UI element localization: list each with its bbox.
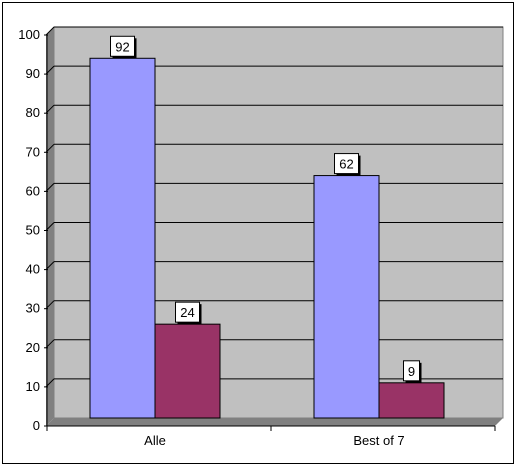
x-category-label-1: Best of 7 xyxy=(353,433,404,448)
data-label-1-1: 9 xyxy=(408,364,415,379)
y-tick-label: 50 xyxy=(26,223,40,238)
y-tick-label: 80 xyxy=(26,105,40,120)
y-tick-label: 90 xyxy=(26,66,40,81)
y-tick-label: 70 xyxy=(26,144,40,159)
data-label-box xyxy=(334,153,359,175)
data-label-1-0: 62 xyxy=(339,157,353,172)
data-label-box xyxy=(110,35,135,57)
plot-floor xyxy=(46,418,503,426)
data-label-box xyxy=(175,301,200,323)
y-tick-label: 100 xyxy=(18,27,40,42)
bar-0-1 xyxy=(154,323,221,419)
data-label-0-0: 92 xyxy=(115,39,129,54)
y-tick-label: 20 xyxy=(26,340,40,355)
y-tick-label: 40 xyxy=(26,262,40,277)
y-tick-label: 30 xyxy=(26,301,40,316)
y-tick-label: 10 xyxy=(26,379,40,394)
y-tick-label: 0 xyxy=(33,418,40,433)
bar-0-0 xyxy=(89,57,156,419)
bar-1-1 xyxy=(378,382,445,419)
data-label-box xyxy=(403,360,420,382)
x-category-label-0: Alle xyxy=(144,433,166,448)
bar-1-0 xyxy=(313,175,380,419)
data-label-0-1: 24 xyxy=(180,305,194,320)
y-tick-label: 60 xyxy=(26,183,40,198)
gridline-side xyxy=(45,26,55,36)
